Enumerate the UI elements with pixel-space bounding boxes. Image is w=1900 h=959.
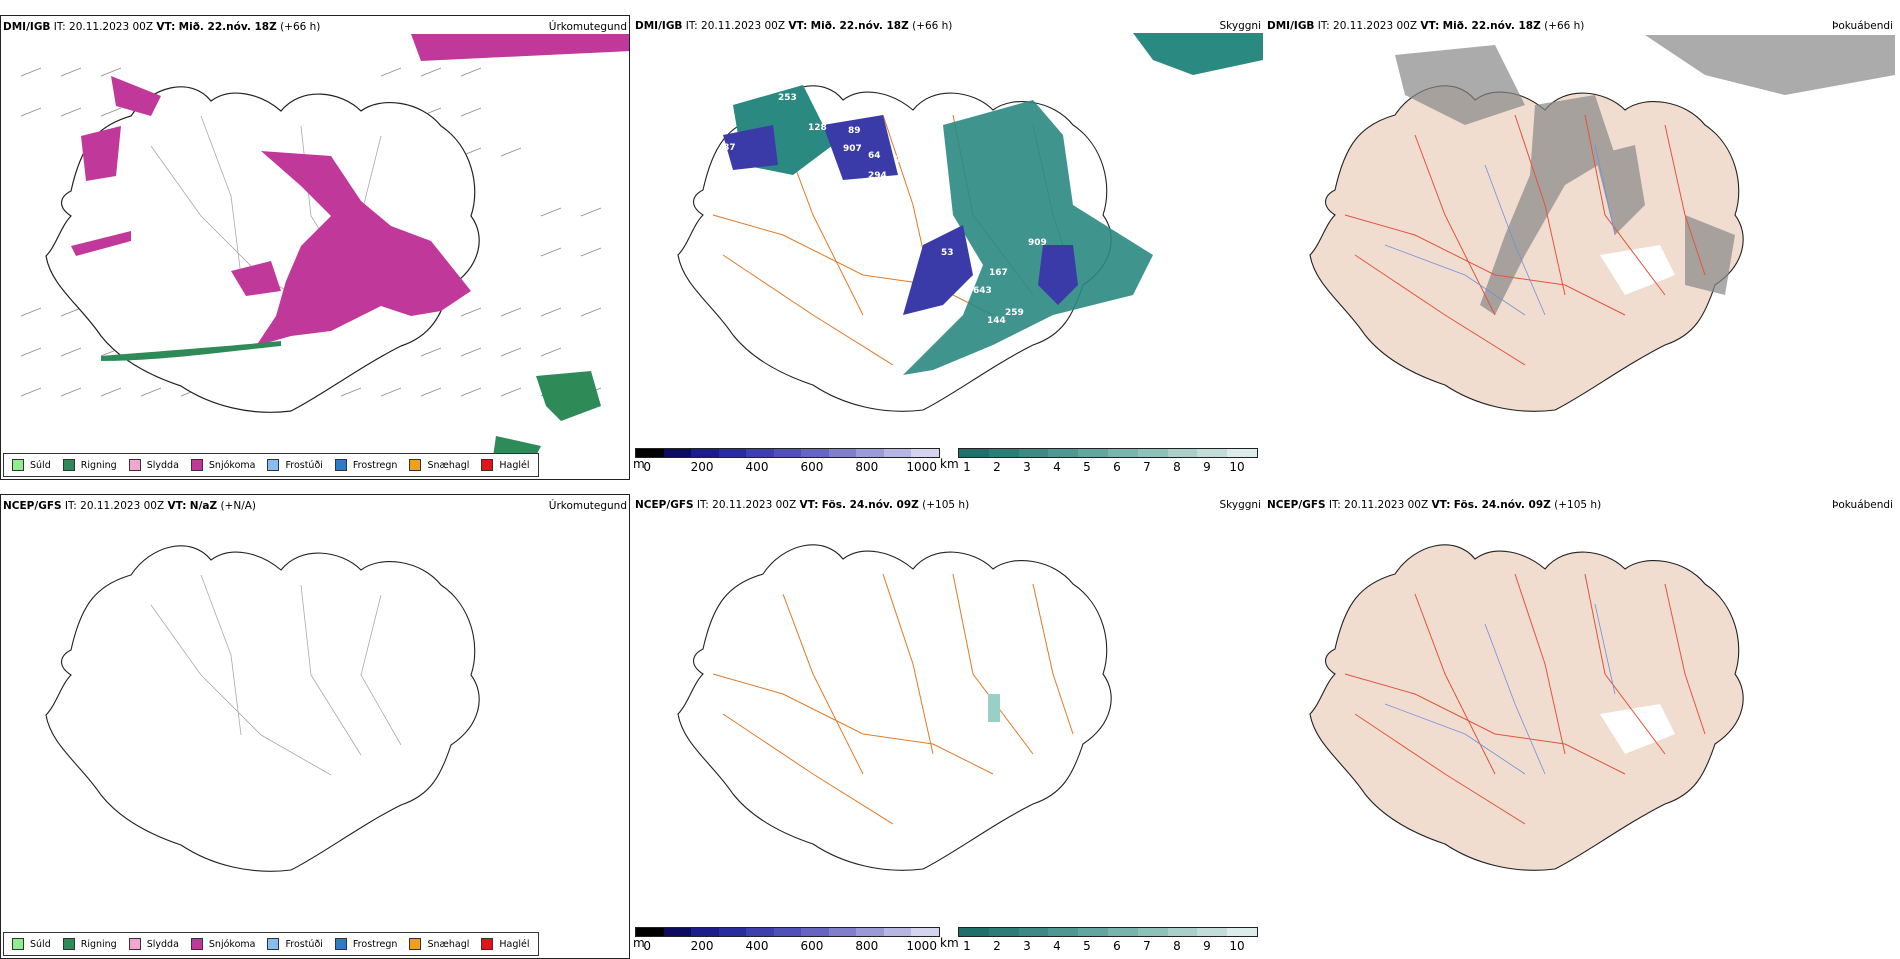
svg-text:294: 294 [868, 171, 887, 181]
panel-header: NCEP/GFS IT: 20.11.2023 00Z VT: Fös. 24.… [1267, 499, 1602, 511]
panel-header: NCEP/GFS IT: 20.11.2023 00Z VT: Fös. 24.… [635, 499, 970, 511]
ceiling-areas [723, 115, 1078, 315]
svg-text:64: 64 [868, 151, 881, 161]
svg-text:17: 17 [723, 228, 736, 238]
ceiling-colorbar: 0 200 400 600 800 1000 m [633, 927, 940, 959]
svg-text:28: 28 [931, 158, 944, 168]
svg-text:81: 81 [895, 270, 908, 280]
iceland-map [1309, 35, 1895, 412]
svg-text:27: 27 [1058, 330, 1071, 340]
svg-text:643: 643 [973, 286, 992, 296]
snow-areas [71, 34, 629, 346]
iceland-map [1309, 544, 1744, 871]
fog-index-panel-top: DMI/IGB IT: 20.11.2023 00Z VT: Mið. 22.n… [1265, 15, 1895, 480]
svg-text:144: 144 [987, 316, 1006, 326]
svg-text:89: 89 [848, 126, 861, 136]
svg-text:128: 128 [808, 123, 827, 133]
panel-title: Úrkomutegund [548, 500, 627, 512]
svg-text:118: 118 [873, 266, 892, 276]
svg-text:259: 259 [1005, 308, 1024, 318]
svg-text:96: 96 [928, 191, 941, 201]
svg-text:68: 68 [733, 203, 746, 213]
visibility-colorbar: 1 2 3 4 5 6 7 8 9 10 km [940, 927, 1258, 959]
ceiling-values: 174 253 128 87 89 907 64 217 294 160 20 … [688, 56, 1071, 391]
precip-legend: Súld Rigning Slydda Snjókoma Frostúði Fr… [3, 932, 539, 956]
ceiling-bar [635, 448, 940, 458]
fog-index-panel-bottom: NCEP/GFS IT: 20.11.2023 00Z VT: Fös. 24.… [1265, 494, 1895, 959]
svg-text:160: 160 [895, 116, 914, 126]
svg-text:907: 907 [843, 144, 862, 154]
svg-text:20: 20 [933, 178, 946, 188]
panel-title: Skyggni [1219, 20, 1262, 32]
panel-title: Skyggni [1219, 499, 1262, 511]
svg-text:217: 217 [895, 155, 914, 165]
panel-title: Úrkomutegund [548, 21, 627, 33]
svg-text:94: 94 [933, 206, 946, 216]
panel-title: Þokuábendi [1832, 20, 1893, 32]
svg-text:167: 167 [989, 268, 1008, 278]
panel-header: DMI/IGB IT: 20.11.2023 00Z VT: Mið. 22.n… [1267, 20, 1585, 32]
svg-text:909: 909 [1028, 238, 1047, 248]
ceiling-colorbar: 0 200 400 600 800 1000 m [633, 448, 940, 480]
svg-text:174: 174 [763, 56, 782, 66]
panel-header: NCEP/GFS IT: 20.11.2023 00Z VT: N/aZ (+N… [3, 500, 257, 512]
precip-type-panel-bottom: NCEP/GFS IT: 20.11.2023 00Z VT: N/aZ (+N… [0, 494, 630, 959]
precip-type-panel-top: DMI/IGB IT: 20.11.2023 00Z VT: Mið. 22.n… [0, 15, 630, 480]
svg-text:40: 40 [931, 381, 944, 391]
visibility-panel-bottom: NCEP/GFS IT: 20.11.2023 00Z VT: Fös. 24.… [633, 494, 1263, 959]
fog-areas [1395, 35, 1895, 315]
svg-text:53: 53 [941, 248, 954, 258]
iceland-map [20, 34, 629, 476]
visibility-panel-top: DMI/IGB IT: 20.11.2023 00Z VT: Mið. 22.n… [633, 15, 1263, 480]
svg-text:253: 253 [778, 93, 797, 103]
panel-title: Þokuábendi [1832, 499, 1893, 511]
svg-text:99: 99 [941, 218, 954, 228]
panel-header: DMI/IGB IT: 20.11.2023 00Z VT: Mið. 22.n… [3, 21, 321, 33]
precip-legend: Súld Rigning Slydda Snjókoma Frostúði Fr… [3, 453, 539, 477]
iceland-map [677, 544, 1112, 871]
svg-text:87: 87 [688, 244, 701, 254]
svg-text:73: 73 [703, 233, 716, 243]
visibility-colorbar: 1 2 3 4 5 6 7 8 9 10 km [940, 448, 1258, 480]
iceland-map [45, 545, 480, 872]
iceland-map: 174 253 128 87 89 907 64 217 294 160 20 … [677, 33, 1263, 412]
panel-header: DMI/IGB IT: 20.11.2023 00Z VT: Mið. 22.n… [635, 20, 953, 32]
svg-text:138: 138 [891, 250, 910, 260]
svg-text:87: 87 [723, 143, 736, 153]
svg-text:175: 175 [887, 315, 906, 325]
visibility-bar [958, 448, 1258, 458]
